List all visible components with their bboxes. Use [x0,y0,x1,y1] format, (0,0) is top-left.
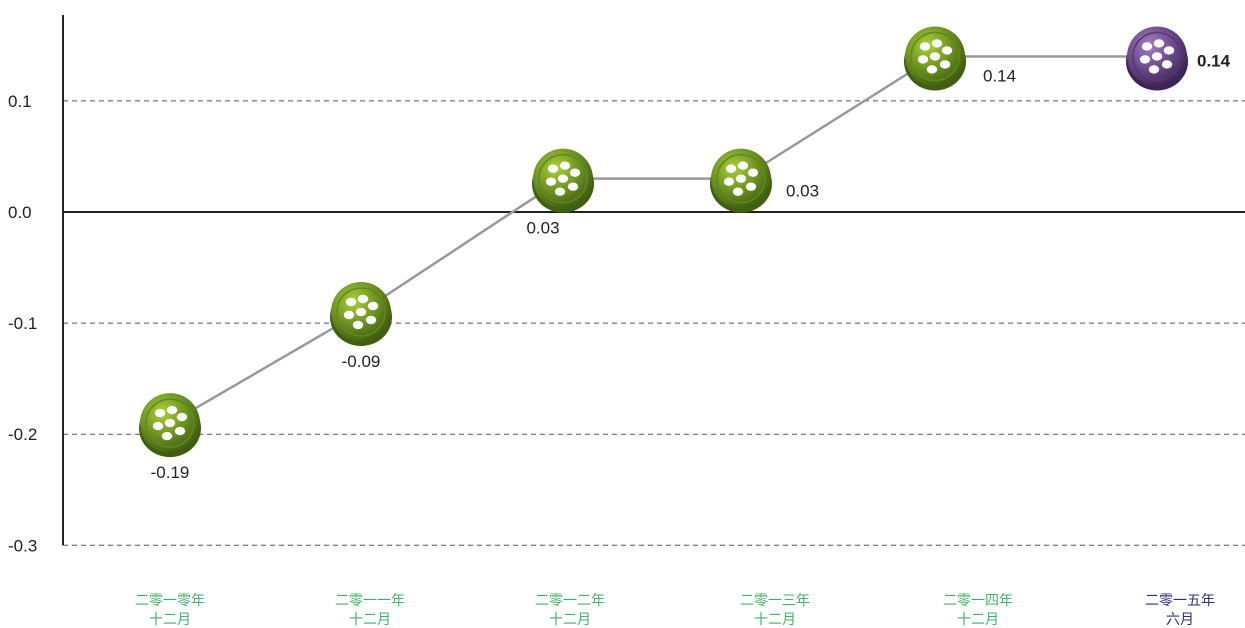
data-marker [1126,26,1188,91]
marker-rim [910,31,960,82]
marker-hole [152,421,164,431]
marker-hole [559,161,571,170]
marker-hole [176,412,188,422]
marker-hole [545,177,557,186]
marker-hole [745,182,757,191]
x-category-label: 十二月 [754,612,796,628]
x-category-label: 二零一一年 [335,593,405,609]
x-category-label: 二零一五年 [1145,593,1215,609]
marker-hole [737,161,749,170]
x-category-label: 二零一四年 [943,593,1013,609]
marker-hole [352,320,364,330]
marker-hole [343,310,355,320]
marker-hole [365,315,377,325]
data-label: -0.19 [151,463,190,482]
gridlines [63,100,1245,546]
marker-hole [723,177,735,186]
y-tick-label: -0.1 [8,314,37,333]
marker-hole [567,182,579,191]
series-line [169,55,1157,425]
x-category-label: 六月 [1166,612,1194,628]
x-category-label: 二零一三年 [740,593,810,609]
marker-hole [345,297,357,307]
marker-rim [1132,31,1182,82]
x-category-label: 二零一零年 [135,593,205,609]
marker-hole [917,55,929,64]
marker-hole [164,418,176,428]
marker-rim [336,287,386,337]
x-category-label: 十二月 [349,612,391,628]
data-marker [330,281,392,346]
marker-hole [1139,55,1151,64]
y-tick-label: -0.2 [8,425,37,444]
x-category-label: 十二月 [149,612,191,628]
data-label: 0.03 [786,182,819,201]
marker-hole [931,39,943,48]
y-tick-label: 0.1 [8,92,32,111]
marker-hole [357,294,369,304]
data-marker [710,148,772,213]
marker-hole [355,307,367,317]
marker-hole [929,52,941,61]
marker-hole [166,405,178,415]
data-marker [139,393,201,458]
marker-hole [161,431,173,441]
marker-hole [557,174,569,183]
marker-hole [941,46,953,55]
marker-hole [1141,42,1153,51]
marker-hole [1148,65,1160,74]
y-tick-label: 0.0 [8,203,32,222]
data-label: 0.14 [1197,51,1231,70]
x-category-label: 十二月 [549,612,591,628]
marker-hole [174,426,186,436]
data-marker [904,26,966,91]
series-line-path [169,55,1157,425]
marker-rim [716,153,766,204]
marker-hole [367,301,379,311]
data-markers [139,26,1188,458]
marker-hole [569,168,581,177]
marker-hole [1161,60,1173,69]
marker-hole [939,60,951,69]
y-tick-labels: 0.1 0.0 -0.1 -0.2 -0.3 [8,92,37,555]
data-label: -0.09 [342,352,381,371]
data-marker [532,148,594,213]
y-tick-label: -0.3 [8,536,37,555]
marker-hole [1153,39,1165,48]
marker-hole [747,168,759,177]
marker-hole [725,164,737,173]
marker-hole [926,65,938,74]
data-label: 0.14 [983,66,1016,85]
data-labels: -0.19 -0.09 0.03 0.03 0.14 0.14 [151,51,1231,482]
marker-rim [538,153,588,204]
marker-hole [735,174,747,183]
x-category-label: 十二月 [957,612,999,628]
marker-hole [1163,46,1175,55]
marker-hole [919,42,931,51]
x-category-label: 二零一二年 [535,593,605,609]
data-label: 0.03 [526,219,559,238]
marker-hole [732,187,744,196]
marker-hole [554,187,566,196]
marker-hole [154,408,166,418]
marker-rim [145,398,195,448]
marker-hole [1151,52,1163,61]
marker-hole [547,164,559,173]
axes [62,15,1245,546]
